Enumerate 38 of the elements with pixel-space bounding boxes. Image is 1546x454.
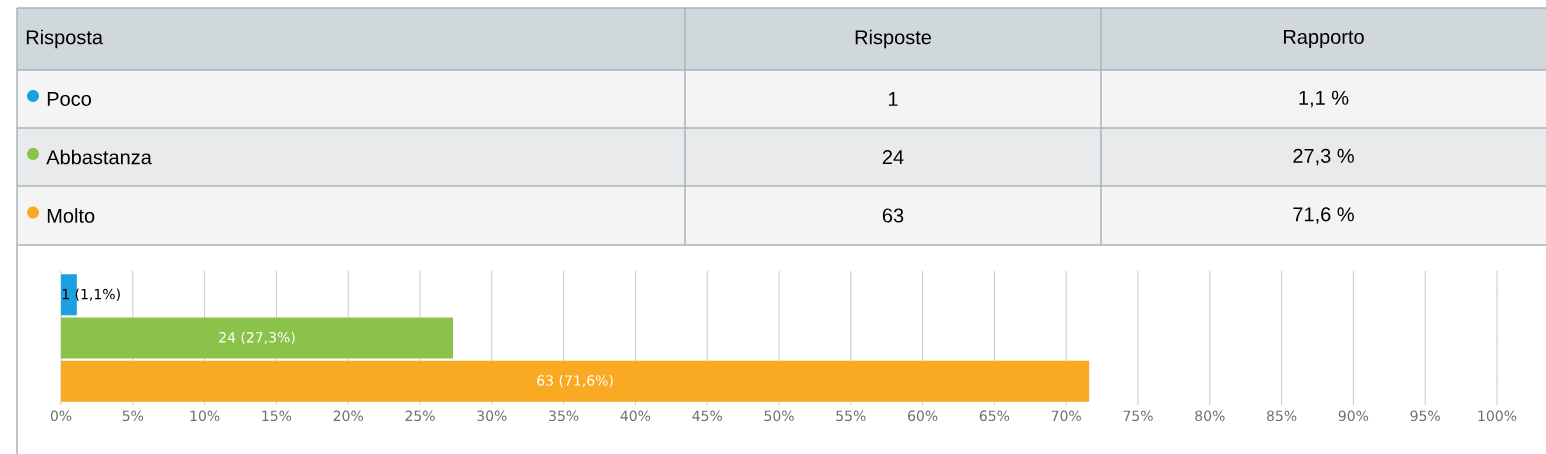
x-tick-label: 15% [262,410,292,422]
x-tick-label: 20% [333,410,363,422]
x-tick-label: 40% [620,410,651,422]
text: 24 [882,150,904,164]
x-tick-label: 30% [477,410,507,422]
x-tick-label: 0% [50,410,72,422]
x-tick-label: 10% [190,410,220,422]
x-tick-label: 60% [908,410,938,422]
x-tick-label: 65% [979,410,1010,422]
x-tick-label: 95% [1410,410,1440,422]
bar [61,317,454,359]
x-tick-label: 55% [836,410,866,422]
data-label: 24 (27,3%) [219,331,295,345]
text: 1 [888,92,898,106]
x-tick-label: 85% [1266,410,1297,422]
x-tick-label: 90% [1338,410,1369,422]
data-label: 63 (71,6%) [537,374,613,388]
text: Risposta [26,29,104,49]
text: Poco [47,92,91,106]
x-tick-label: 100% [1478,410,1517,422]
text: 1,1 % [1299,90,1349,108]
x-tick-label: 5% [122,410,144,422]
x-tick-label: 45% [692,410,722,422]
x-tick-label: 70% [1051,410,1081,422]
text: Abbastanza [46,149,152,165]
text: Molto [47,208,95,223]
text: 27,3 % [1293,148,1354,166]
bar [61,274,77,316]
text: Rapporto [1284,30,1364,48]
text: Risposte [855,29,932,49]
bar [61,360,1090,402]
x-tick-label: 25% [405,410,435,422]
x-tick-label: 50% [764,410,794,422]
x-tick-label: 35% [549,410,579,422]
x-tick-label: 75% [1123,410,1153,422]
text: 71,6 % [1293,207,1354,224]
x-tick-label: 80% [1195,410,1225,422]
text: 63 [882,208,904,223]
